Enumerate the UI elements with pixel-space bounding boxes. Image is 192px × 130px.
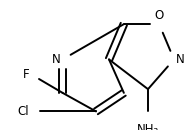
Text: N: N [52, 53, 61, 66]
Text: O: O [155, 9, 164, 22]
Text: Cl: Cl [17, 105, 29, 118]
Text: NH₂: NH₂ [137, 123, 159, 130]
Text: F: F [22, 68, 29, 81]
Text: N: N [176, 53, 185, 66]
